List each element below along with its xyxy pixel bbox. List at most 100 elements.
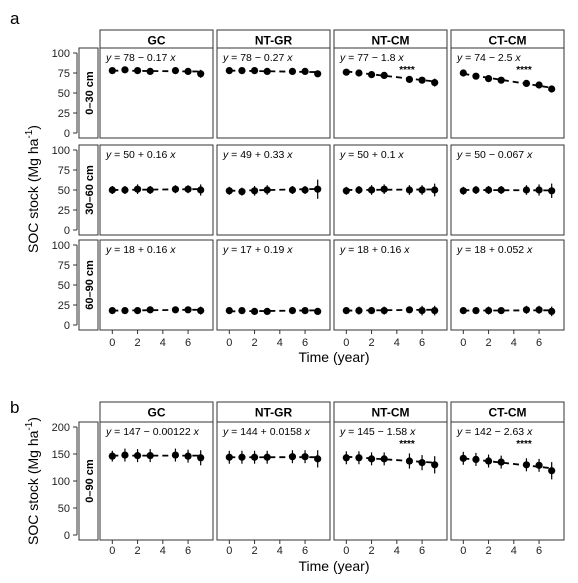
data-point (431, 186, 439, 194)
data-point (355, 307, 363, 315)
y-tick-label: 100 (52, 48, 70, 60)
data-point (263, 307, 271, 315)
strip-label: NT-CM (372, 34, 410, 48)
data-point (146, 306, 154, 314)
strip-label: CT-CM (489, 34, 527, 48)
row-strip-box (78, 239, 99, 331)
row-strip-box (78, 421, 99, 541)
x-tick-label: 4 (160, 545, 166, 557)
data-point (133, 185, 142, 193)
data-point (380, 455, 388, 463)
data-point (314, 70, 322, 78)
x-axis-title: Time (year) (298, 349, 369, 365)
data-point (355, 186, 363, 194)
regression-equation: y = 78 − 0.27 x (222, 52, 293, 64)
data-point (225, 307, 233, 315)
data-point (535, 81, 543, 89)
x-tick-label: 4 (277, 337, 283, 349)
y-axis-title: SOC stock (Mg ha-1) (24, 125, 41, 253)
data-point (197, 307, 205, 315)
y-tick-label: 75 (58, 260, 70, 272)
data-point (484, 307, 493, 315)
data-point (146, 67, 154, 75)
data-point (197, 454, 205, 462)
y-tick-label: 25 (58, 300, 70, 312)
x-tick-label: 6 (536, 545, 542, 557)
data-point (238, 67, 246, 75)
data-point (288, 186, 297, 194)
panel-letter: b (10, 398, 19, 417)
data-point (225, 67, 233, 75)
data-point (522, 79, 531, 87)
x-tick-label: 4 (394, 545, 400, 557)
data-point (171, 185, 180, 193)
data-point (367, 307, 376, 315)
x-tick-label: 2 (369, 545, 375, 557)
data-point (548, 85, 556, 93)
x-tick-label: 2 (135, 545, 141, 557)
y-tick-label: 100 (52, 476, 70, 488)
y-tick-label: 50 (58, 88, 70, 100)
x-tick-label: 6 (536, 337, 542, 349)
y-tick-label: 75 (58, 165, 70, 177)
data-point (548, 467, 556, 475)
x-tick-label: 2 (252, 545, 258, 557)
x-tick-label: 0 (226, 545, 232, 557)
regression-equation: y = 17 + 0.19 x (222, 244, 293, 256)
data-point (133, 452, 142, 460)
x-tick-label: 6 (419, 337, 425, 349)
significance-stars: **** (399, 65, 415, 76)
x-tick-label: 6 (185, 545, 191, 557)
facet-box (333, 47, 448, 139)
x-tick-label: 0 (343, 545, 349, 557)
data-point (342, 454, 350, 462)
data-point (418, 76, 426, 84)
y-tick-label: 50 (58, 503, 70, 515)
y-tick-label: 0 (64, 225, 70, 237)
regression-equation: y = 18 + 0.16 x (105, 244, 176, 256)
strip-label: NT-CM (372, 406, 410, 420)
data-point (497, 307, 505, 315)
regression-equation: y = 50 + 0.16 x (105, 149, 176, 161)
y-tick-label: 50 (58, 185, 70, 197)
strip-label: GC (148, 406, 166, 420)
strip-label: CT-CM (489, 406, 527, 420)
data-point (250, 67, 259, 75)
data-point (121, 186, 129, 194)
x-tick-label: 2 (135, 337, 141, 349)
regression-equation: y = 50 + 0.1 x (339, 149, 404, 161)
data-point (263, 67, 271, 75)
x-tick-label: 0 (460, 337, 466, 349)
data-point (459, 454, 467, 462)
data-point (250, 453, 259, 461)
data-point (342, 187, 350, 195)
data-point (535, 306, 543, 314)
facet-box (99, 47, 214, 139)
y-axis-title: SOC stock (Mg ha-1) (24, 417, 41, 545)
strip-label: NT-GR (255, 406, 293, 420)
row-depth-label: 0–30 cm (84, 71, 96, 115)
data-point (380, 185, 388, 193)
data-point (288, 307, 297, 315)
x-tick-label: 4 (160, 337, 166, 349)
data-point (418, 186, 426, 194)
data-point (184, 67, 192, 75)
y-tick-label: 0 (64, 530, 70, 542)
facet-box (333, 239, 448, 331)
y-tick-label: 50 (58, 280, 70, 292)
row-strip-box (78, 47, 99, 139)
data-point (238, 453, 246, 461)
row-strip-box (78, 144, 99, 236)
x-tick-label: 2 (369, 337, 375, 349)
regression-equation: y = 78 − 0.17 x (105, 52, 176, 64)
significance-stars: **** (516, 65, 532, 76)
x-tick-label: 2 (486, 545, 492, 557)
y-tick-label: 150 (52, 449, 70, 461)
data-point (146, 452, 154, 460)
data-point (367, 186, 376, 194)
panel-letter: a (10, 9, 20, 28)
data-point (431, 79, 439, 87)
data-point (133, 307, 142, 315)
data-point (171, 306, 180, 314)
